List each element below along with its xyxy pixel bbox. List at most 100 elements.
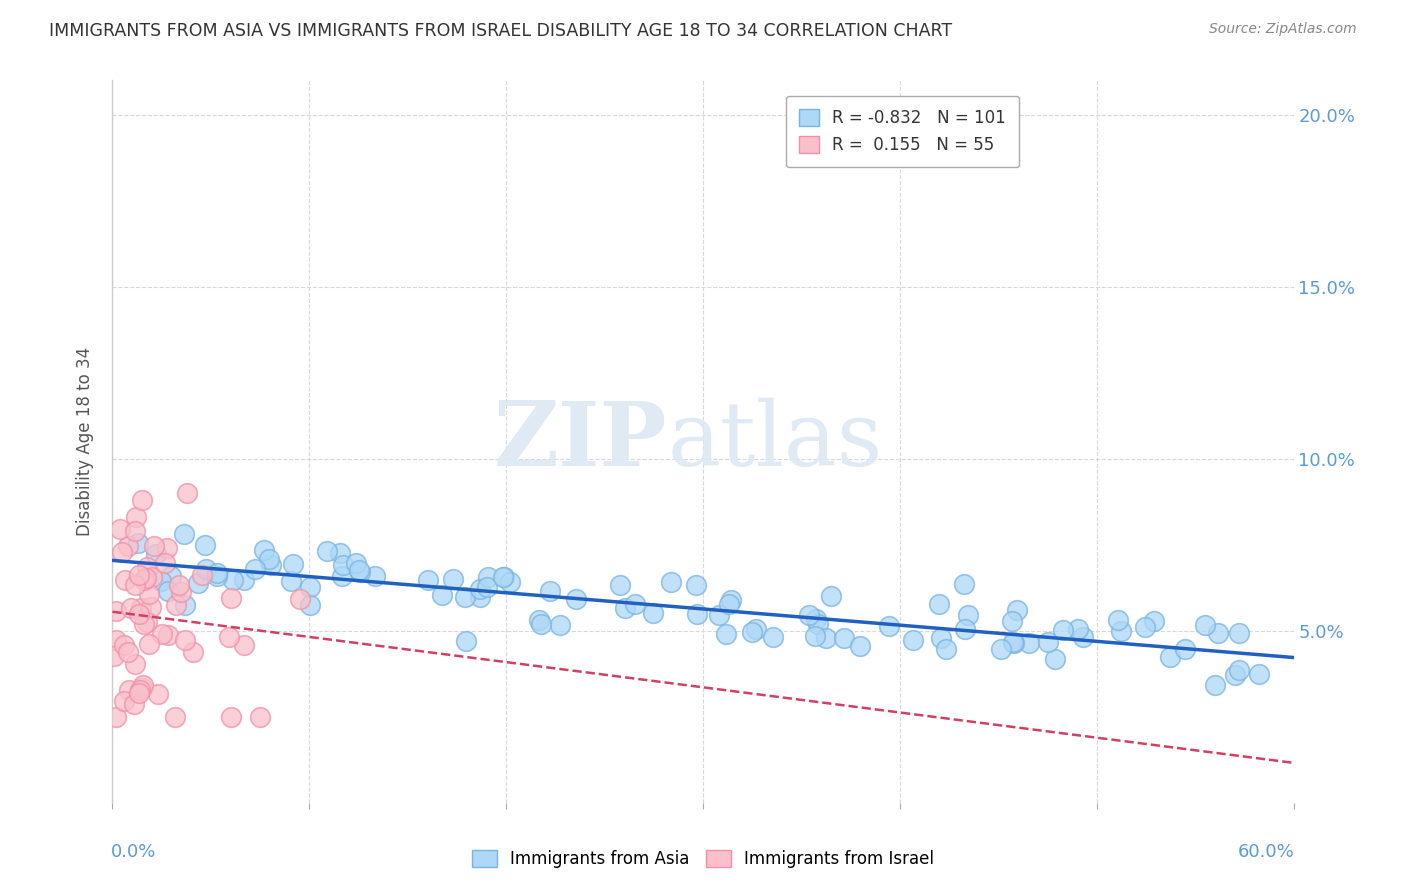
Point bbox=[170, 585, 193, 599]
Point bbox=[477, 581, 499, 595]
Point bbox=[956, 607, 979, 622]
Point bbox=[1043, 651, 1066, 665]
Point bbox=[814, 632, 837, 646]
Point bbox=[990, 642, 1012, 657]
Point bbox=[114, 573, 136, 587]
Point bbox=[1002, 636, 1025, 650]
Point bbox=[127, 535, 149, 549]
Point bbox=[105, 604, 128, 618]
Point bbox=[187, 575, 209, 590]
Point bbox=[139, 599, 162, 614]
Point bbox=[245, 562, 267, 576]
Point bbox=[108, 522, 131, 536]
Point bbox=[344, 556, 367, 570]
Point bbox=[1174, 642, 1197, 657]
Point bbox=[928, 597, 950, 611]
Point bbox=[1133, 620, 1156, 634]
Point bbox=[1227, 664, 1250, 678]
Point bbox=[138, 587, 160, 601]
Point bbox=[232, 573, 254, 587]
Point bbox=[363, 569, 385, 583]
Point bbox=[641, 607, 664, 621]
Point bbox=[1001, 615, 1024, 629]
Point bbox=[128, 607, 150, 622]
Point bbox=[135, 560, 157, 574]
Point bbox=[1052, 624, 1074, 638]
Text: ZIP: ZIP bbox=[494, 398, 668, 485]
Point bbox=[141, 570, 163, 584]
Point bbox=[1071, 630, 1094, 644]
Point bbox=[877, 619, 900, 633]
Point bbox=[205, 566, 228, 580]
Point bbox=[146, 688, 169, 702]
Point bbox=[530, 616, 553, 631]
Point bbox=[103, 648, 125, 663]
Point bbox=[111, 544, 134, 558]
Point bbox=[150, 574, 173, 588]
Point bbox=[953, 576, 976, 591]
Point bbox=[709, 607, 731, 622]
Point bbox=[477, 570, 499, 584]
Point bbox=[233, 638, 256, 652]
Point bbox=[686, 607, 709, 622]
Point bbox=[416, 574, 439, 588]
Point bbox=[156, 541, 179, 555]
Point bbox=[832, 632, 855, 646]
Point bbox=[1036, 635, 1059, 649]
Point bbox=[219, 710, 242, 724]
Point bbox=[122, 698, 145, 712]
Point bbox=[797, 607, 820, 622]
Point bbox=[349, 566, 371, 580]
Point bbox=[492, 569, 515, 583]
Point bbox=[332, 558, 354, 572]
Point bbox=[173, 633, 195, 648]
Point bbox=[125, 509, 148, 524]
Point bbox=[134, 617, 156, 632]
Point bbox=[129, 600, 152, 615]
Point bbox=[173, 526, 195, 541]
Point bbox=[929, 631, 952, 645]
Point bbox=[132, 573, 155, 587]
Point bbox=[194, 538, 217, 552]
Point bbox=[1159, 650, 1181, 665]
Point bbox=[160, 569, 183, 583]
Point bbox=[117, 645, 139, 659]
Point bbox=[135, 615, 157, 630]
Point bbox=[849, 640, 872, 654]
Point bbox=[430, 588, 453, 602]
Point bbox=[623, 597, 645, 611]
Point bbox=[163, 710, 186, 724]
Point bbox=[124, 524, 146, 539]
Point bbox=[117, 539, 139, 553]
Legend: R = -0.832   N = 101, R =  0.155   N = 55: R = -0.832 N = 101, R = 0.155 N = 55 bbox=[786, 95, 1019, 167]
Point bbox=[499, 574, 522, 589]
Point bbox=[468, 590, 491, 604]
Point bbox=[167, 578, 190, 592]
Point bbox=[935, 641, 957, 656]
Point bbox=[1018, 636, 1040, 650]
Point bbox=[181, 645, 204, 659]
Point bbox=[128, 568, 150, 582]
Point bbox=[807, 616, 830, 631]
Point bbox=[714, 627, 737, 641]
Point bbox=[903, 633, 925, 648]
Point bbox=[347, 563, 370, 577]
Point bbox=[804, 612, 827, 626]
Point bbox=[128, 683, 150, 698]
Point bbox=[1206, 626, 1229, 640]
Point bbox=[468, 582, 491, 597]
Point bbox=[191, 567, 214, 582]
Point bbox=[131, 681, 153, 695]
Point bbox=[260, 558, 283, 572]
Point bbox=[105, 710, 128, 724]
Point bbox=[222, 573, 245, 587]
Point bbox=[454, 633, 477, 648]
Point bbox=[453, 590, 475, 604]
Point bbox=[1194, 618, 1216, 632]
Point bbox=[529, 613, 551, 627]
Point bbox=[538, 583, 561, 598]
Point bbox=[609, 578, 631, 592]
Point bbox=[565, 592, 588, 607]
Point bbox=[138, 637, 160, 651]
Point bbox=[1005, 603, 1028, 617]
